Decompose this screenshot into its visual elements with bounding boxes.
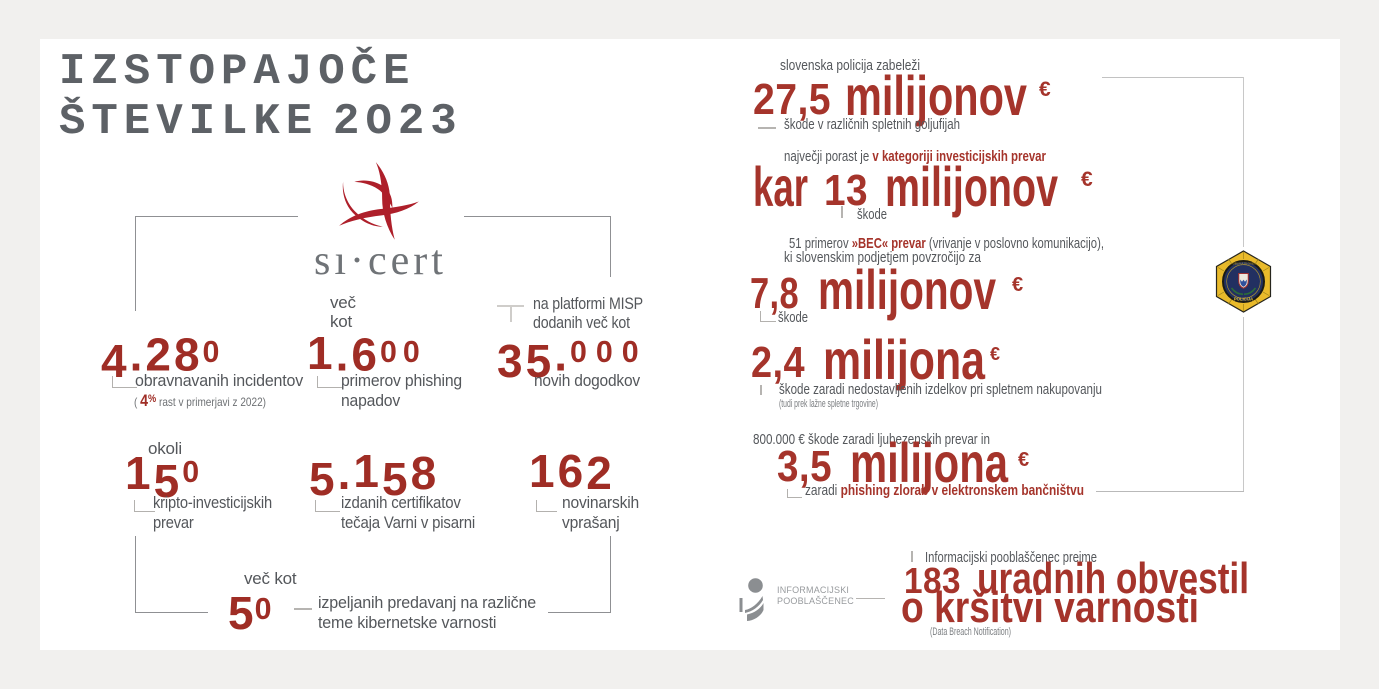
- svg-text:POLICIJA: POLICIJA: [1234, 297, 1253, 302]
- svg-text:REPUBLIKA SLOVENIJA: REPUBLIKA SLOVENIJA: [1226, 262, 1260, 266]
